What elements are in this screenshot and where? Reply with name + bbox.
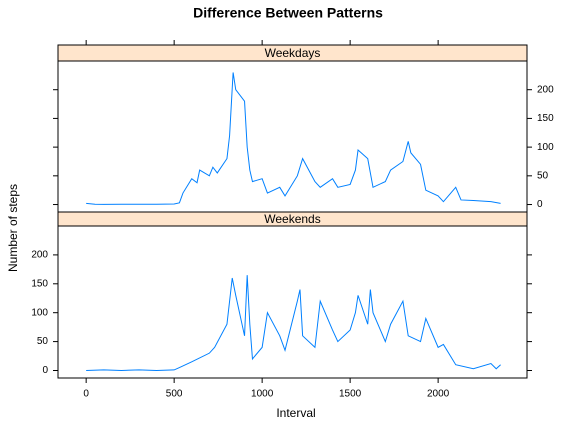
y-tick-label: 50 — [37, 336, 49, 347]
y-tick-label: 100 — [31, 307, 48, 318]
x-tick-label: 2000 — [427, 389, 450, 400]
chart-title: Difference Between Patterns — [193, 5, 383, 21]
x-tick-label: 500 — [166, 389, 183, 400]
strip-label: Weekends — [264, 212, 320, 226]
y-tick-label: 50 — [537, 170, 549, 181]
y-tick-label: 0 — [42, 365, 48, 376]
y-tick-label: 0 — [537, 199, 543, 210]
y-tick-label: 150 — [537, 113, 554, 124]
y-tick-label: 100 — [537, 142, 554, 153]
panel — [57, 225, 528, 379]
y-axis-label: Number of steps — [6, 184, 20, 272]
x-tick-label: 1000 — [251, 389, 274, 400]
x-axis-label: Interval — [276, 406, 315, 420]
x-tick-label: 1500 — [339, 389, 362, 400]
strip-label: Weekdays — [265, 46, 321, 60]
y-tick-label: 200 — [537, 84, 554, 95]
y-tick-label: 150 — [31, 278, 48, 289]
data-line — [86, 275, 501, 371]
y-tick-label: 200 — [31, 250, 48, 261]
x-tick-label: 0 — [83, 389, 89, 400]
data-line — [86, 72, 501, 205]
